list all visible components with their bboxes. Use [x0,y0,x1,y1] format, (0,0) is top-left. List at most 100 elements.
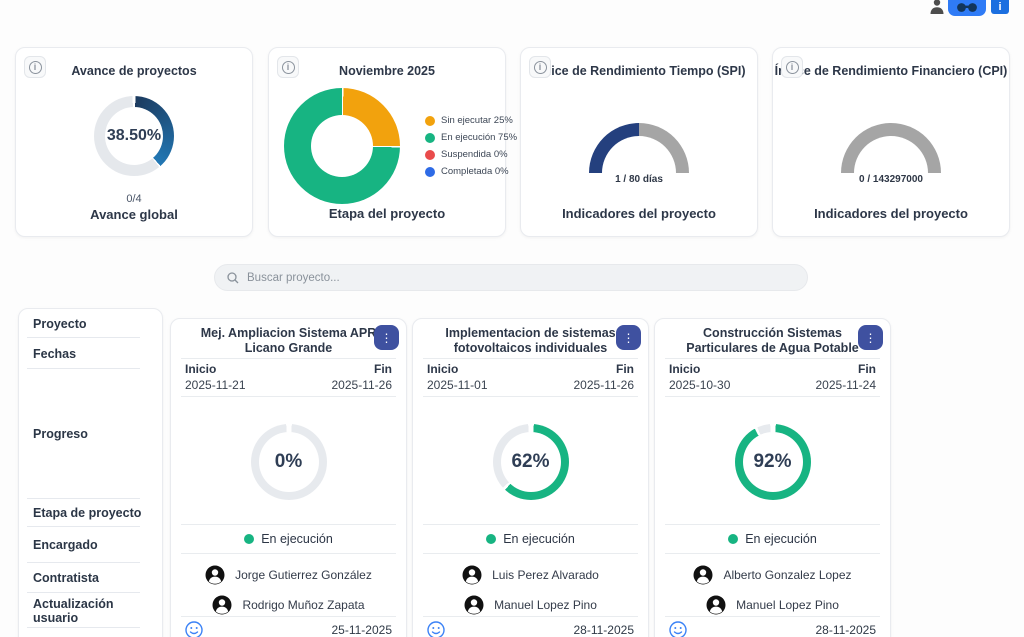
user-icon[interactable] [929,0,945,15]
avance-value: 38.50% [106,127,162,144]
goggles-button[interactable] [948,0,986,16]
info-icon: i [28,60,42,74]
project-card: Mej. Ampliacion Sistema APR Licano Grand… [170,318,407,637]
info-button[interactable]: i [529,56,551,78]
info-icon: i [785,60,799,74]
kebab-menu-button[interactable]: ⋮ [374,325,399,350]
project-dates: Inicio Fin 2025-10-30 2025-11-24 [669,362,876,392]
inicio-label: Inicio [427,362,459,376]
kpi-avance-title: Avance de proyectos [71,64,197,78]
avance-caption: Avance global [90,207,178,222]
etapa-caption: Etapa del proyecto [328,206,446,221]
person-name: Rodrigo Muñoz Zapata [242,598,365,612]
info-icon: i [533,60,547,74]
person-name: Alberto Gonzalez Lopez [723,568,852,582]
spi-caption: Indicadores del proyecto [562,206,716,221]
avance-fraction: 0/4 [126,193,142,205]
info-button[interactable]: i [781,56,803,78]
info-button[interactable]: i [24,56,46,78]
smiley-icon[interactable] [427,621,445,637]
fin-label: Fin [374,362,392,376]
kpi-card-spi: i Índice de Rendimiento Tiempo (SPI) 1 /… [520,47,758,237]
project-card: Construcción Sistemas Particulares de Ag… [654,318,891,637]
divider [181,553,396,554]
progress-value: 92% [753,451,792,472]
kebab-menu-button[interactable]: ⋮ [616,325,641,350]
progress-value: 62% [511,451,550,472]
smiley-icon[interactable] [669,621,687,637]
divider [665,358,880,359]
inicio-label: Inicio [669,362,701,376]
project-progress-ring: 0% [250,424,327,500]
fin-label: Fin [858,362,876,376]
person-row: Manuel Lopez Pino [655,593,890,617]
smiley-icon[interactable] [185,621,203,637]
divider [423,616,638,617]
legend-dot-en-ejecucion [425,132,435,143]
kpi-card-avance: i Avance de proyectos 38.50% 0/4 Avance … [15,47,253,237]
goggles-icon [957,3,977,12]
legend-dot-completada [425,166,435,177]
project-progress-ring: 92% [734,424,811,500]
row-label-contratista: Contratista [19,563,162,593]
row-label-encargado: Encargado [19,527,162,563]
status-label: En ejecución [745,532,817,546]
row-label-proyecto: Proyecto [19,309,162,338]
inicio-date: 2025-11-01 [427,378,488,392]
person-name: Luis Perez Alvarado [492,568,599,582]
project-progress-ring: 62% [492,424,569,500]
search-input[interactable] [247,271,795,284]
info-topbar-button[interactable]: i [991,0,1009,14]
inicio-date: 2025-11-21 [185,378,246,392]
cpi-gauge-chart [841,123,941,173]
person-row: Manuel Lopez Pino [413,593,648,617]
person-name: Jorge Gutierrez González [235,568,372,582]
person-name: Manuel Lopez Pino [494,598,597,612]
person-row: Alberto Gonzalez Lopez [655,563,890,587]
project-status: En ejecución [655,532,890,546]
status-dot [728,534,739,544]
kebab-menu-button[interactable]: ⋮ [858,325,883,350]
avatar-icon [212,595,232,615]
spi-value: 1 / 80 días [615,174,663,185]
inicio-label: Inicio [185,362,217,376]
cpi-caption: Indicadores del proyecto [814,206,968,221]
row-label-actualizacion: Actualización usuario [19,593,162,628]
info-button[interactable]: i [277,56,299,78]
updated-date: 28-11-2025 [815,623,877,637]
project-status: En ejecución [413,532,648,546]
project-title: Implementacion de sistemas fotovoltaicos… [445,326,616,355]
project-dates: Inicio Fin 2025-11-01 2025-11-26 [427,362,634,392]
fin-date: 2025-11-26 [573,378,635,392]
legend-item: Suspendida 0% [425,146,517,163]
divider [181,616,396,617]
avatar-icon [205,565,225,585]
project-title: Construcción Sistemas Particulares de Ag… [686,326,859,355]
avance-progress-ring: 38.50% [94,96,174,176]
legend-label: Suspendida 0% [441,149,508,160]
info-topbar-label: i [998,1,1002,13]
row-label-progreso: Progreso [19,369,162,499]
row-label-etapa: Etapa de proyecto [19,499,162,527]
progress-value: 0% [274,451,303,472]
legend-item: Sin ejecutar 25% [425,112,517,129]
status-dot [244,534,255,544]
etapa-legend: Sin ejecutar 25% En ejecución 75% Suspen… [425,112,517,180]
search-bar [214,264,808,291]
project-status: En ejecución [171,532,406,546]
divider [423,524,638,525]
kpi-cpi-title: Índice de Rendimiento Financiero (CPI) [774,64,1008,78]
legend-dot-suspendida [425,149,435,160]
topbar: i [0,0,1024,20]
status-label: En ejecución [503,532,575,546]
project-title: Mej. Ampliacion Sistema APR Licano Grand… [200,326,377,355]
project-footer: 25-11-2025 [185,621,392,637]
divider [423,553,638,554]
divider [181,524,396,525]
legend-label: Completada 0% [441,166,509,177]
status-dot [486,534,497,544]
info-icon: i [281,60,295,74]
kpi-card-etapa: i Noviembre 2025 Sin ejecutar 25% En eje… [268,47,517,237]
updated-date: 28-11-2025 [573,623,635,637]
